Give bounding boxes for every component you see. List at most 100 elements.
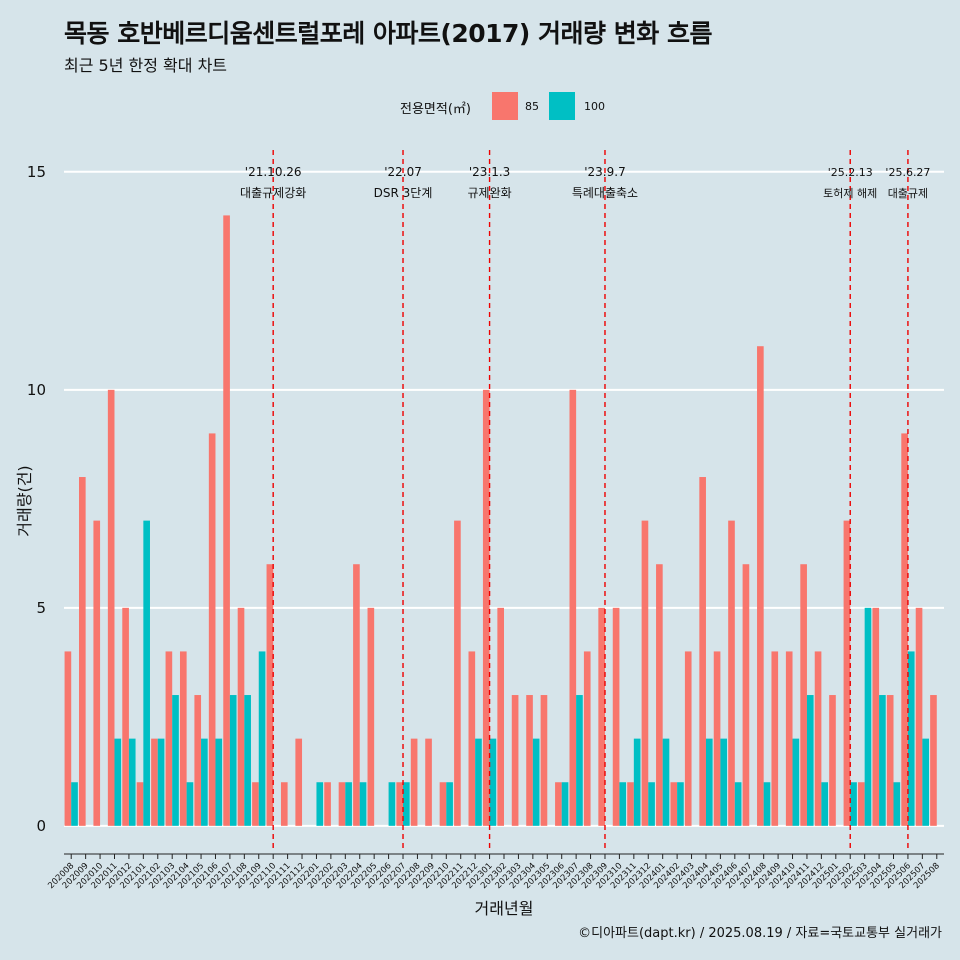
- annotation-date: '25.2.13: [828, 166, 873, 179]
- bar-85-202108: [237, 607, 245, 826]
- bar-85-202212: [468, 651, 476, 826]
- bar-85-202411: [800, 564, 807, 826]
- bar-85-202106: [208, 433, 216, 826]
- bar-100-202109: [258, 651, 266, 826]
- bar-85-202107: [223, 215, 230, 826]
- bar-100-202212: [475, 738, 482, 826]
- legend-title: 전용면적(㎡): [400, 102, 471, 117]
- bar-85-202009: [79, 477, 86, 826]
- bar-85-202307: [569, 389, 577, 826]
- bar-100-202103: [172, 695, 179, 826]
- bar-85-202501: [829, 695, 836, 826]
- bar-85-202302: [497, 607, 504, 826]
- bar-85-202204: [353, 564, 360, 826]
- bar-100-202401: [662, 738, 670, 826]
- annotation-label: 대출규제강화: [240, 186, 306, 200]
- bar-100-202307: [576, 695, 583, 826]
- bar-85-202211: [454, 520, 461, 826]
- bar-100-202411: [806, 695, 814, 826]
- bar-100-202304: [532, 738, 540, 826]
- bar-85-202101: [136, 782, 144, 826]
- bar-85-202407: [742, 564, 750, 826]
- bar-100-202104: [186, 782, 194, 826]
- bar-85-202012: [122, 607, 129, 826]
- bar-100-202408: [763, 782, 771, 826]
- bar-100-202108: [244, 695, 251, 826]
- bar-100-202008: [71, 782, 78, 826]
- bar-85-202406: [728, 520, 735, 826]
- bar-100-202301: [489, 738, 497, 826]
- bar-100-202011: [114, 738, 122, 826]
- bar-85-202008: [64, 651, 72, 826]
- annotation-label: 대출규제: [888, 187, 928, 200]
- bar-100-202210: [446, 782, 453, 826]
- bar-85-202502: [843, 520, 851, 826]
- bar-85-202103: [165, 651, 173, 826]
- chart-title: 목동 호반베르디움센트럴포레 아파트(2017) 거래량 변화 흐름: [64, 19, 712, 48]
- bar-85-202401: [656, 564, 663, 826]
- bar-100-202503: [864, 607, 872, 826]
- caption: ©디아파트(dapt.kr) / 2025.08.19 / 자료=국토교통부 실…: [578, 926, 942, 941]
- bar-85-202208: [410, 738, 418, 826]
- chart-subtitle: 최근 5년 한정 확대 차트: [64, 56, 228, 75]
- bar-100-202410: [792, 738, 800, 826]
- bar-100-202504: [879, 695, 886, 826]
- bar-85-202207: [396, 782, 404, 826]
- bar-100-202507: [922, 738, 929, 826]
- bar-85-202104: [179, 651, 187, 826]
- bar-85-202306: [555, 782, 562, 826]
- legend-label-85: 85: [525, 100, 539, 113]
- bar-85-202109: [252, 782, 259, 826]
- y-tick-label: 0: [36, 817, 46, 835]
- bar-85-202301: [482, 389, 490, 826]
- bar-85-202308: [583, 651, 591, 826]
- annotation-label: 규제완화: [467, 186, 511, 200]
- bar-100-202312: [648, 782, 655, 826]
- bar-100-202406: [734, 782, 742, 826]
- y-tick-label: 15: [27, 163, 46, 181]
- bar-85-202507: [915, 607, 923, 826]
- bar-85-202210: [439, 782, 447, 826]
- bar-85-202105: [194, 695, 202, 826]
- bar-85-202508: [930, 695, 937, 826]
- legend-key-100: [549, 92, 575, 120]
- bar-85-202010: [93, 520, 101, 826]
- x-axis-title: 거래년월: [475, 899, 534, 918]
- bar-100-202404: [705, 738, 713, 826]
- bar-85-202503: [858, 782, 865, 826]
- bar-100-202206: [388, 782, 396, 826]
- bar-100-202412: [821, 782, 829, 826]
- bar-100-202402: [677, 782, 684, 826]
- bar-85-202405: [713, 651, 721, 826]
- annotation-label: DSR 3단계: [374, 186, 433, 200]
- bar-85-202311: [627, 782, 634, 826]
- annotation-date: '21.10.26: [245, 165, 302, 179]
- y-tick-label: 10: [27, 381, 46, 399]
- y-axis-title: 거래량(건): [15, 465, 34, 536]
- bar-85-202409: [771, 651, 779, 826]
- bar-85-202310: [612, 607, 620, 826]
- annotation-date: '22.07: [384, 165, 422, 179]
- bar-85-202505: [886, 695, 894, 826]
- bar-85-202412: [814, 651, 822, 826]
- bar-85-202102: [151, 738, 158, 826]
- bar-100-202311: [633, 738, 641, 826]
- annotation-date: '25.6.27: [885, 166, 930, 179]
- bar-100-202105: [201, 738, 208, 826]
- bar-100-202310: [619, 782, 627, 826]
- bar-100-202102: [157, 738, 165, 826]
- bar-100-202012: [128, 738, 136, 826]
- bar-100-202204: [359, 782, 367, 826]
- bar-85-202403: [684, 651, 692, 826]
- annotation-label: 토허제 해제: [823, 186, 877, 200]
- legend-key-85: [492, 92, 518, 120]
- y-tick-label: 5: [36, 599, 46, 617]
- bar-85-202309: [598, 607, 605, 826]
- bar-85-202404: [699, 477, 706, 826]
- annotation-label: 특례대출축소: [572, 186, 638, 200]
- bar-100-202107: [229, 695, 237, 826]
- legend-label-100: 100: [584, 100, 605, 113]
- bar-85-202303: [511, 695, 519, 826]
- bar-85-202205: [367, 607, 375, 826]
